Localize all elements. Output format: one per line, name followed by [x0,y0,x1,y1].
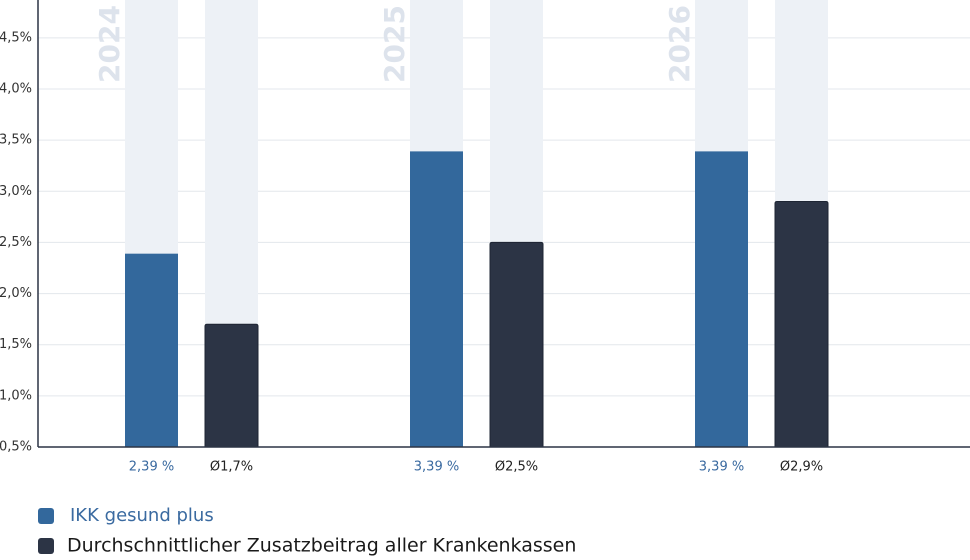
legend-label: Durchschnittlicher Zusatzbeitrag aller K… [67,535,576,557]
category-label: 2024 [93,5,126,83]
bar [204,323,259,448]
y-tick-label: 1,5% [0,337,32,352]
plot: 2024 2025 2026 2,39 % 3,39 % 3,39 % Ø1,7% Ø2,5%… [93,0,829,475]
bar [410,151,463,448]
bar [774,201,829,448]
legend-swatch [38,538,54,554]
value-label: 3,39 % [699,460,744,475]
y-tick-label: 3,0% [0,184,32,199]
bar [489,241,544,448]
y-tick-label: 4,5% [0,30,32,45]
y-tick-label: 1,0% [0,388,32,403]
y-tick-label: 2,0% [0,286,32,301]
y-tick-label: 4,0% [0,81,32,96]
bar [125,253,178,447]
y-tick-label: 0,5% [0,440,32,455]
category-label: 2025 [378,5,411,83]
y-tick-label: 3,5% [0,133,32,148]
legend-swatch [38,508,54,524]
value-label: 3,39 % [414,460,459,475]
value-label: 2,39 % [129,460,174,475]
value-label: Ø2,5% [495,460,538,475]
y-tick-label: 2,5% [0,235,32,250]
legend-label: IKK gesund plus [70,505,214,526]
value-label: Ø2,9% [780,460,823,475]
value-label: Ø1,7% [210,460,253,475]
bar [695,151,748,448]
legend: IKK gesund plus Durchschnittlicher Zusatz… [38,505,576,557]
category-label: 2026 [663,5,696,83]
